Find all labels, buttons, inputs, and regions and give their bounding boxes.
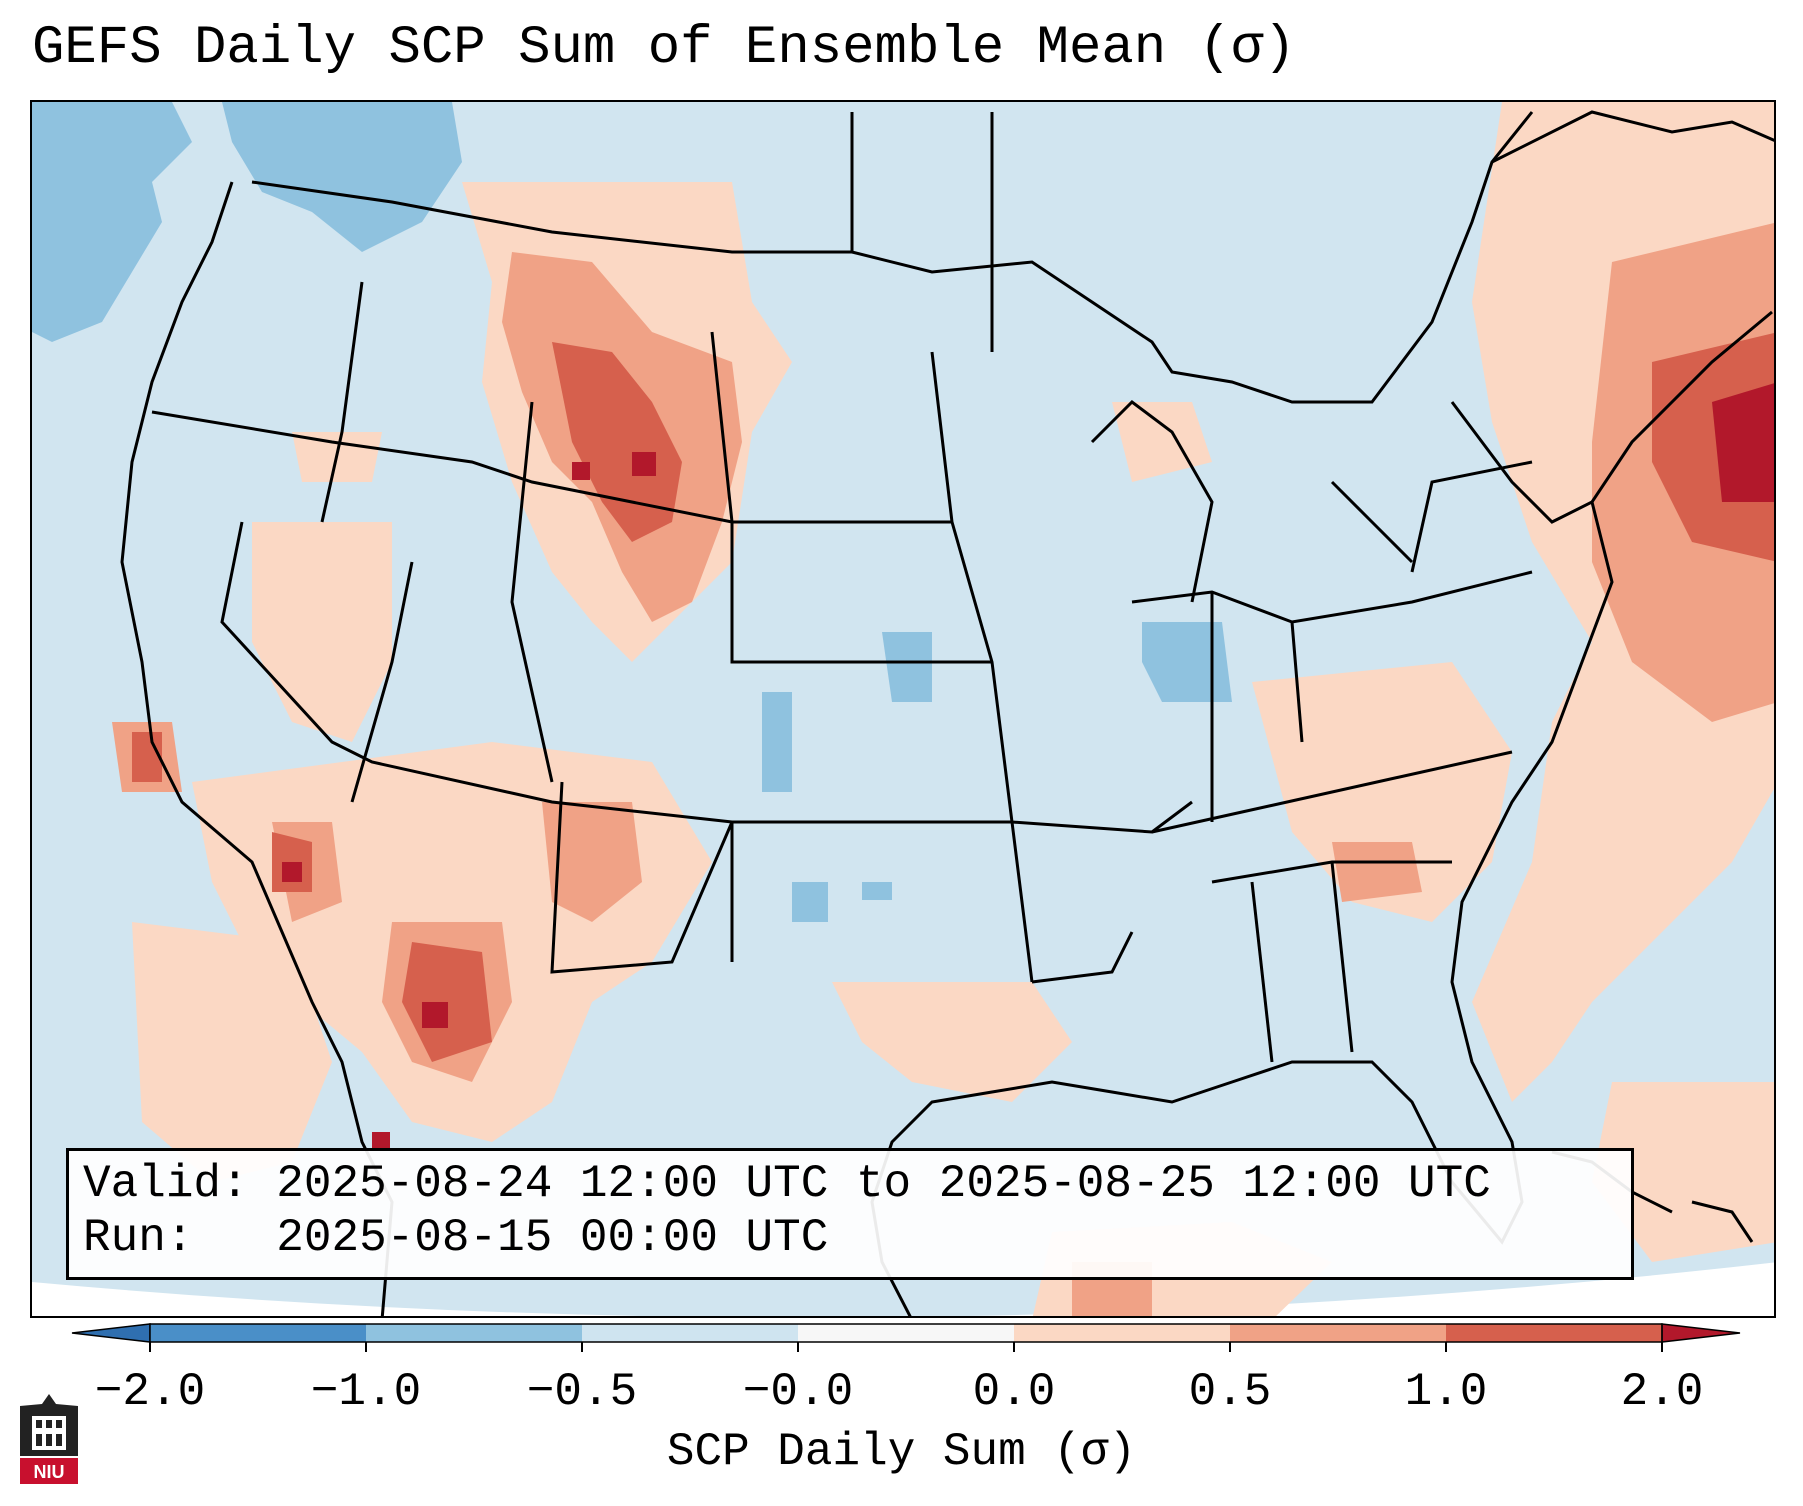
- projection-edge: [32, 1262, 1774, 1316]
- chart-title: GEFS Daily SCP Sum of Ensemble Mean (σ): [32, 18, 1296, 79]
- colorbar: [71, 1323, 1741, 1352]
- colorbar-tick-label: 0.5: [1188, 1366, 1272, 1418]
- colorbar-tick-label: 1.0: [1404, 1366, 1488, 1418]
- logo-text: NIU: [34, 1462, 65, 1482]
- valid-time-range: 2025-08-24 12:00 UTC to 2025-08-25 12:00…: [276, 1158, 1491, 1210]
- negative-anomaly-interior: [762, 622, 1232, 922]
- niu-logo-icon: NIU: [20, 1394, 78, 1484]
- colorbar-axis-label: SCP Daily Sum (σ): [666, 1426, 1137, 1478]
- run-label: Run:: [83, 1212, 194, 1264]
- colorbar-extend-high: [1661, 1323, 1741, 1343]
- valid-run-info-box: Valid: 2025-08-24 12:00 UTC to 2025-08-2…: [66, 1148, 1634, 1280]
- colorbar-segment: [150, 1324, 366, 1342]
- colorbar-tick-label: −0.0: [742, 1366, 854, 1418]
- colorbar-extend-low: [71, 1323, 151, 1343]
- colorbar-segment: [1446, 1324, 1662, 1342]
- colorbar-segment: [582, 1324, 798, 1342]
- run-time: 2025-08-15 00:00 UTC: [276, 1212, 829, 1264]
- valid-label: Valid:: [83, 1158, 249, 1210]
- colorbar-segment: [1014, 1324, 1230, 1342]
- colorbar-tick-label: 2.0: [1620, 1366, 1704, 1418]
- extreme-positive-anomalies: [282, 383, 1774, 1150]
- scp-anomaly-map: [32, 102, 1774, 1316]
- negative-anomaly-northwest: [32, 102, 462, 342]
- colorbar-tick-label: −0.5: [526, 1366, 638, 1418]
- colorbar-segment: [1230, 1324, 1446, 1342]
- colorbar-tick-label: −2.0: [94, 1366, 206, 1418]
- colorbar-segment: [366, 1324, 582, 1342]
- colorbar-segment: [798, 1324, 1014, 1342]
- colorbar-tick-label: −1.0: [310, 1366, 422, 1418]
- colorbar-tick-label: 0.0: [972, 1366, 1056, 1418]
- coastlines-and-state-borders: [120, 110, 1774, 1316]
- map-panel: [30, 100, 1776, 1318]
